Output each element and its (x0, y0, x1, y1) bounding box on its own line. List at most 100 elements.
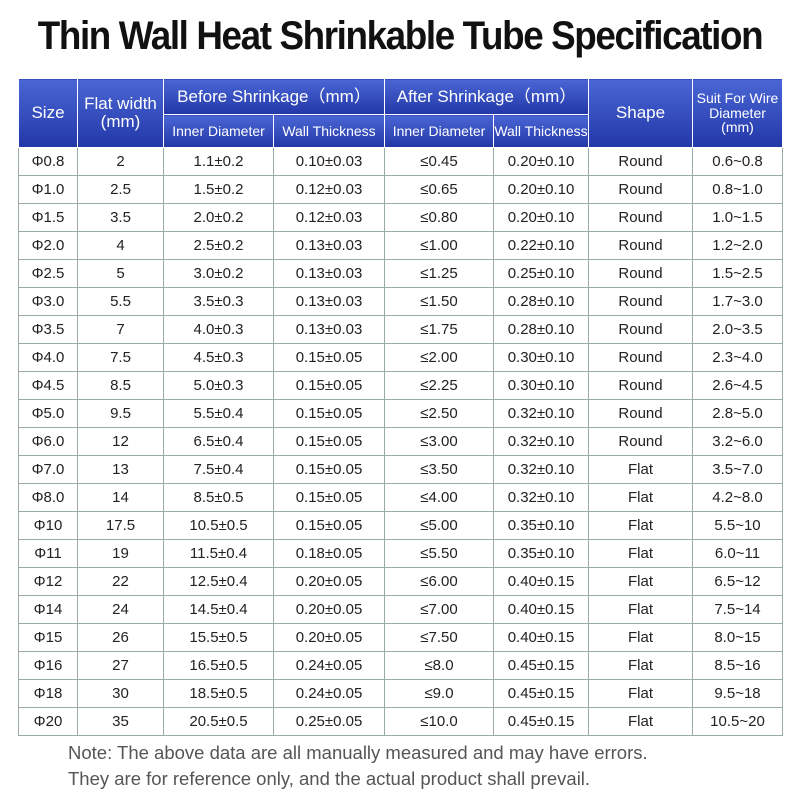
table-cell: Round (588, 399, 693, 428)
table-cell: 0.20±0.10 (493, 175, 589, 204)
header-line: (mm) (721, 119, 754, 136)
table-cell: 2.3~4.0 (692, 343, 783, 372)
table-cell: 4 (77, 231, 164, 260)
table-cell: Φ5.0 (18, 399, 78, 428)
table-cell: 0.28±0.10 (493, 287, 589, 316)
table-cell: 0.15±0.05 (273, 483, 385, 512)
note: Note: The above data are all manually me… (68, 742, 648, 763)
table-body: Φ0.8 2 1.1±0.2 0.10±0.03 ≤0.45 0.20±0.10 Round… (18, 147, 783, 736)
table-cell: Round (588, 371, 693, 400)
table-cell: 5.0±0.3 (163, 371, 274, 400)
table-cell: 0.32±0.10 (493, 399, 589, 428)
table-cell: 0.10±0.03 (273, 147, 385, 176)
table-cell: 2 (77, 147, 164, 176)
table-cell: ≤1.00 (384, 231, 494, 260)
table-cell: Φ3.5 (18, 315, 78, 344)
table-cell: 13 (77, 455, 164, 484)
table-cell: 0.12±0.03 (273, 175, 385, 204)
table-cell: 9.5 (77, 399, 164, 428)
header-line: Suit For Wire (696, 89, 779, 106)
table-cell: 0.8~1.0 (692, 175, 783, 204)
header-cell: Suit For Wire Diameter (mm) (692, 78, 783, 148)
header-cell: After Shrinkage（mm） (384, 78, 589, 115)
table-cell: 4.2~8.0 (692, 483, 783, 512)
table-cell: 2.0~3.5 (692, 315, 783, 344)
table-cell: 0.35±0.10 (493, 539, 589, 568)
table-cell: ≤3.50 (384, 455, 494, 484)
table-cell: 22 (77, 567, 164, 596)
table-cell: 1.0~1.5 (692, 203, 783, 232)
table-cell: 5 (77, 259, 164, 288)
table-cell: 16.5±0.5 (163, 651, 274, 680)
table-cell: 5.5 (77, 287, 164, 316)
title: Thin Wall Heat Shrinkable Tube Specifica… (37, 14, 764, 58)
table-cell: Round (588, 175, 693, 204)
table-cell: 35 (77, 707, 164, 736)
header-cell: Wall Thickness (273, 114, 385, 148)
table-cell: ≤1.50 (384, 287, 494, 316)
table-cell: Round (588, 315, 693, 344)
table-cell: ≤7.00 (384, 595, 494, 624)
table-cell: 20.5±0.5 (163, 707, 274, 736)
table-cell: 7.5±0.4 (163, 455, 274, 484)
table-cell: 0.13±0.03 (273, 315, 385, 344)
table-row: Φ10 17.5 10.5±0.5 0.15±0.05 ≤5.00 0.35±0.10 Fl… (18, 511, 783, 540)
table-row: Φ4.5 8.5 5.0±0.3 0.15±0.05 ≤2.25 0.30±0.10 Rou… (18, 371, 783, 400)
table-cell: 1.1±0.2 (163, 147, 274, 176)
table-cell: Φ0.8 (18, 147, 78, 176)
table-cell: 26 (77, 623, 164, 652)
table-cell: 1.5±0.2 (163, 175, 274, 204)
table-row: Φ11 19 11.5±0.4 0.18±0.05 ≤5.50 0.35±0.10 Flat… (18, 539, 783, 568)
table-cell: 0.18±0.05 (273, 539, 385, 568)
table-cell: 0.6~0.8 (692, 147, 783, 176)
note: They are for reference only, and the act… (68, 768, 591, 789)
header-line: Flat width (84, 94, 157, 114)
table-cell: Flat (588, 539, 693, 568)
table-cell: 0.45±0.15 (493, 707, 589, 736)
table-cell: 3.0±0.2 (163, 259, 274, 288)
table-cell: ≤4.00 (384, 483, 494, 512)
table-cell: 0.32±0.10 (493, 483, 589, 512)
table-cell: Round (588, 287, 693, 316)
table-cell: ≤9.0 (384, 679, 494, 708)
table-cell: 8.5 (77, 371, 164, 400)
table-cell: ≤3.00 (384, 427, 494, 456)
table-cell: 9.5~18 (692, 679, 783, 708)
table-cell: 27 (77, 651, 164, 680)
table-row: Φ20 35 20.5±0.5 0.25±0.05 ≤10.0 0.45±0.15 Flat… (18, 707, 783, 736)
table-cell: 0.13±0.03 (273, 287, 385, 316)
table-row: Φ14 24 14.5±0.4 0.20±0.05 ≤7.00 0.40±0.15 Flat… (18, 595, 783, 624)
table-cell: 3.5~7.0 (692, 455, 783, 484)
table-cell: 2.0±0.2 (163, 203, 274, 232)
table-cell: 19 (77, 539, 164, 568)
table-row: Φ4.0 7.5 4.5±0.3 0.15±0.05 ≤2.00 0.30±0.10 Rou… (18, 343, 783, 372)
table-cell: ≤0.45 (384, 147, 494, 176)
table-row: Φ6.0 12 6.5±0.4 0.15±0.05 ≤3.00 0.32±0.10 Roun… (18, 427, 783, 456)
header-cell: Wall Thickness (493, 114, 589, 148)
table-row: Φ8.0 14 8.5±0.5 0.15±0.05 ≤4.00 0.32±0.10 Flat… (18, 483, 783, 512)
table-cell: 0.12±0.03 (273, 203, 385, 232)
table-cell: Φ15 (18, 623, 78, 652)
table-cell: Φ1.5 (18, 203, 78, 232)
table-cell: Flat (588, 679, 693, 708)
table-cell: 0.24±0.05 (273, 651, 385, 680)
table-cell: Flat (588, 511, 693, 540)
table-cell: 24 (77, 595, 164, 624)
spec-table: Size Flat width (mm) Before Shrinkage（mm）… (18, 78, 783, 736)
table-cell: ≤10.0 (384, 707, 494, 736)
table-cell: ≤2.50 (384, 399, 494, 428)
table-cell: 0.13±0.03 (273, 259, 385, 288)
table-cell: Flat (588, 483, 693, 512)
header-cell: Before Shrinkage（mm） (163, 78, 385, 115)
table-cell: 0.15±0.05 (273, 343, 385, 372)
table-cell: 30 (77, 679, 164, 708)
table-cell: 0.20±0.10 (493, 203, 589, 232)
table-cell: ≤5.50 (384, 539, 494, 568)
table-row: Φ7.0 13 7.5±0.4 0.15±0.05 ≤3.50 0.32±0.10 Flat… (18, 455, 783, 484)
table-cell: 18.5±0.5 (163, 679, 274, 708)
table-cell: 0.35±0.10 (493, 511, 589, 540)
table-row: Φ2.0 4 2.5±0.2 0.13±0.03 ≤1.00 0.22±0.10 Round… (18, 231, 783, 260)
table-cell: 1.2~2.0 (692, 231, 783, 260)
table-row: Φ15 26 15.5±0.5 0.20±0.05 ≤7.50 0.40±0.15 Flat… (18, 623, 783, 652)
